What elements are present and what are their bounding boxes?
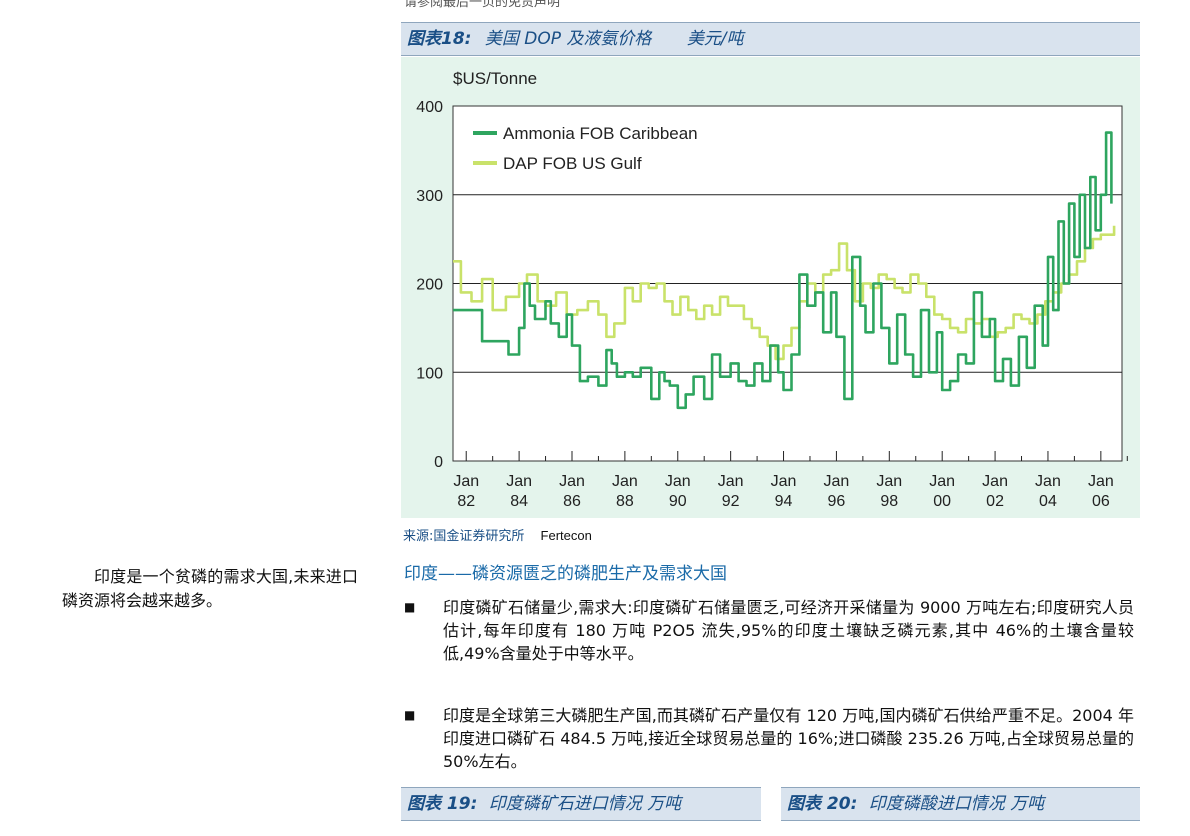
figure19-title-main: 印度磷矿石进口情况 万吨 <box>488 794 682 814</box>
bullet-mark: ■ <box>404 708 416 722</box>
source-label: 来源:国金证券研究所 <box>403 529 525 544</box>
x-tick-label: 04 <box>1039 493 1057 510</box>
figure18-source: 来源:国金证券研究所 Fertecon <box>403 525 592 544</box>
y-tick-label: 200 <box>416 277 443 294</box>
bullet-item: ■ 印度磷矿石储量少,需求大:印度磷矿石储量匮乏,可经济开采储量为 9000 万… <box>404 596 1134 665</box>
x-tick-label: 82 <box>457 493 475 510</box>
x-tick-label: 86 <box>563 493 581 510</box>
x-tick-label: Jan <box>1035 473 1061 490</box>
x-tick-label: Jan <box>876 473 902 490</box>
y-tick-label: 300 <box>416 188 443 205</box>
y-tick-label: 0 <box>434 454 443 471</box>
x-tick-label: 00 <box>933 493 951 510</box>
x-tick-label: 94 <box>775 493 793 510</box>
x-tick-label: Jan <box>718 473 744 490</box>
x-tick-label: Jan <box>559 473 585 490</box>
figure19-title-prefix: 图表 19: <box>407 794 478 814</box>
bullet-item: ■ 印度是全球第三大磷肥生产国,而其磷矿石产量仅有 120 万吨,国内磷矿石供给… <box>404 704 1134 773</box>
source-org: Fertecon <box>540 528 592 543</box>
x-tick-label: 90 <box>669 493 687 510</box>
figure18-title-bar: 图表18: 美国 DOP 及液氨价格 美元/吨 <box>401 22 1140 56</box>
y-tick-label: 100 <box>416 365 443 382</box>
series-line-ammonia <box>453 131 1113 410</box>
x-tick-label: Jan <box>506 473 532 490</box>
bullet-mark: ■ <box>404 600 416 614</box>
x-tick-label: 02 <box>986 493 1004 510</box>
bullet-text: 印度是全球第三大磷肥生产国,而其磷矿石产量仅有 120 万吨,国内磷矿石供给严重… <box>443 706 1134 771</box>
section-title: 印度——磷资源匮乏的磷肥生产及需求大国 <box>404 564 727 584</box>
x-tick-label: 88 <box>616 493 634 510</box>
figure20-title-prefix: 图表 20: <box>787 794 858 814</box>
bullet-text: 印度磷矿石储量少,需求大:印度磷矿石储量匮乏,可经济开采储量为 9000 万吨左… <box>443 598 1134 663</box>
x-tick-label: Jan <box>612 473 638 490</box>
x-tick-label: 84 <box>510 493 528 510</box>
x-tick-label: 98 <box>880 493 898 510</box>
figure19-title-bar: 图表 19: 印度磷矿石进口情况 万吨 <box>401 787 761 821</box>
figure18-title-unit: 美元/吨 <box>686 29 744 49</box>
top-cut-text: 请参阅最后一页的免责声明 <box>404 0 561 10</box>
x-tick-label: Jan <box>1088 473 1114 490</box>
figure18-title-main: 美国 DOP 及液氨价格 <box>484 29 652 49</box>
figure18-chart: 0 100 200 300 400 Jan 82 Jan 84 Jan 86 Jan 88 Jan 90 Ja… <box>401 57 1140 518</box>
figure18-title-prefix: 图表18: <box>407 29 472 49</box>
x-tick-label: 06 <box>1092 493 1110 510</box>
x-tick-label: 96 <box>828 493 846 510</box>
x-tick-label: Jan <box>824 473 850 490</box>
x-tick-label: Jan <box>771 473 797 490</box>
figure20-title-main: 印度磷酸进口情况 万吨 <box>868 794 1045 814</box>
x-tick-label: Jan <box>929 473 955 490</box>
x-tick-label: Jan <box>453 473 479 490</box>
y-tick-label: 400 <box>416 99 443 116</box>
legend-label: DAP FOB US Gulf <box>503 154 642 173</box>
legend-label: Ammonia FOB Caribbean <box>503 124 698 143</box>
x-tick-label: Jan <box>982 473 1008 490</box>
x-tick-label: Jan <box>665 473 691 490</box>
x-tick-label: 92 <box>722 493 740 510</box>
side-note: 印度是一个贫磷的需求大国,未来进口磷资源将会越来越多。 <box>62 567 358 610</box>
figure20-title-bar: 图表 20: 印度磷酸进口情况 万吨 <box>781 787 1140 821</box>
y-axis-label: $US/Tonne <box>453 69 537 88</box>
price-line-chart: 0 100 200 300 400 Jan 82 Jan 84 Jan 86 Jan 88 Jan 90 Ja… <box>416 69 1128 510</box>
